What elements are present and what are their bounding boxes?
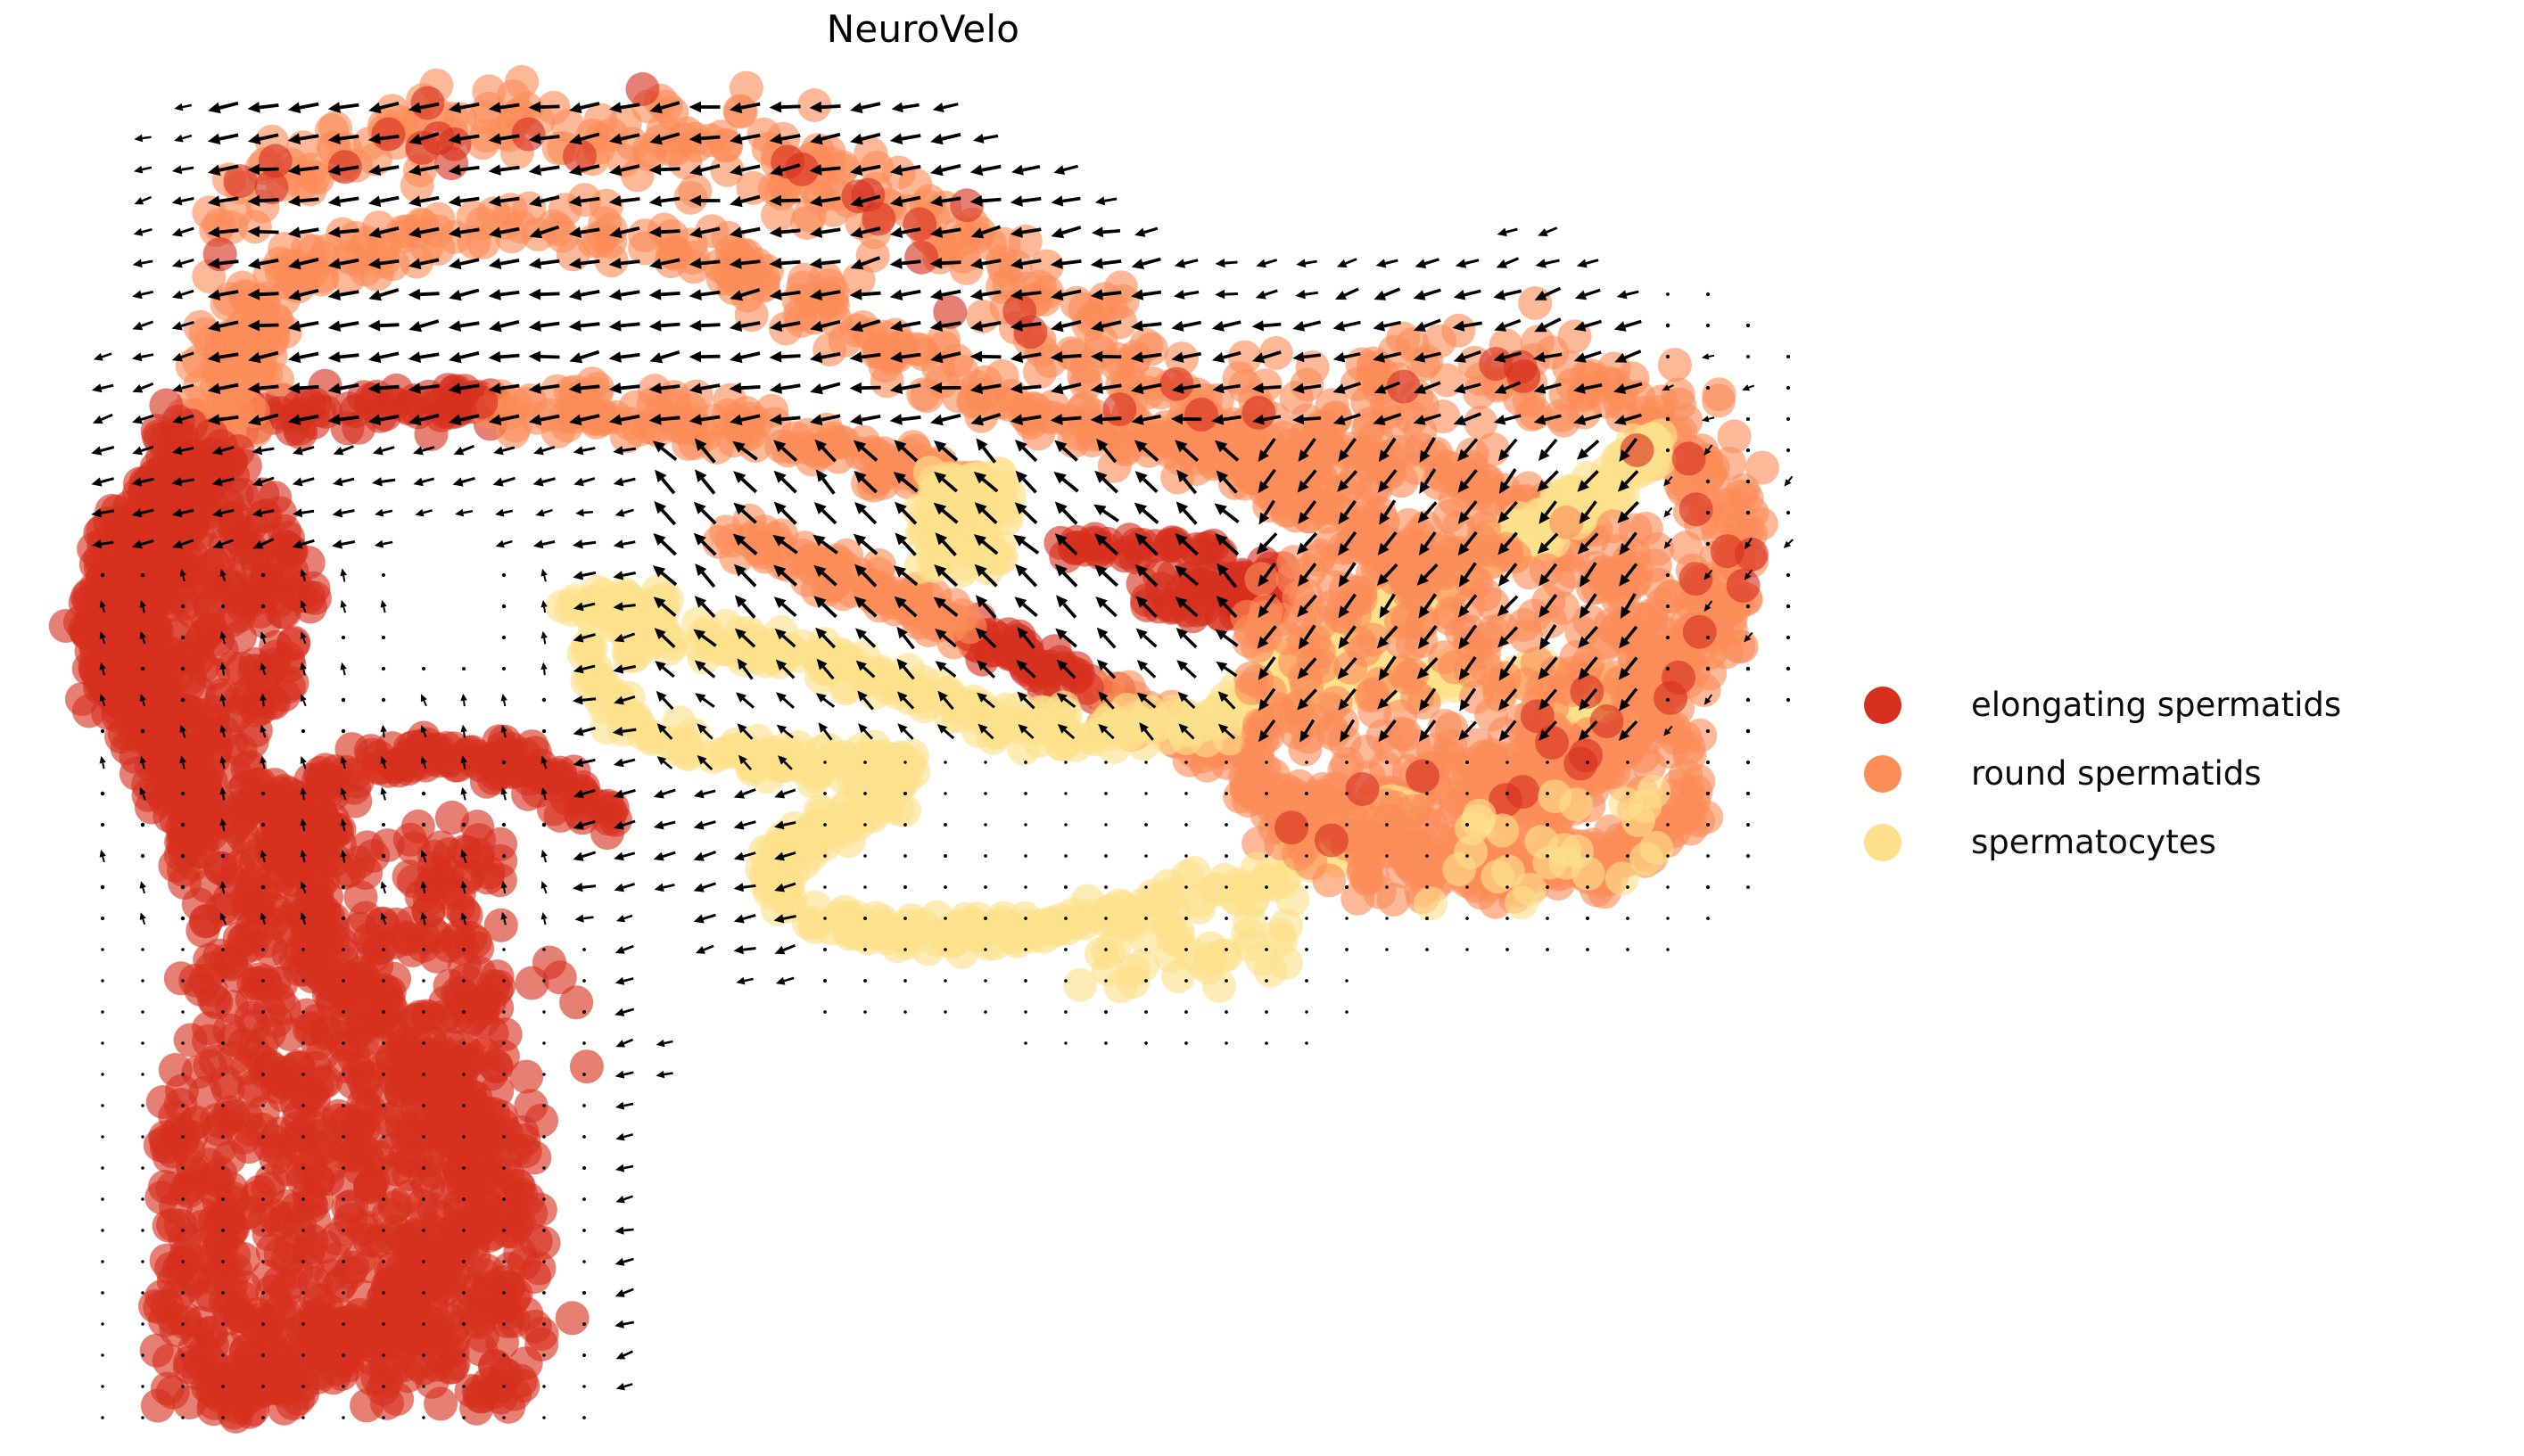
scatter-point: [607, 106, 642, 141]
scatter-point: [1464, 405, 1498, 440]
scatter-point: [710, 152, 745, 187]
scatter-points-layer: [48, 64, 1779, 1434]
page-title: NeuroVelo: [826, 7, 1020, 51]
scatter-point: [1104, 270, 1138, 305]
scatter-point: [285, 167, 319, 201]
scatter-point: [854, 136, 888, 171]
scatter-plot-area: [0, 53, 1846, 1444]
scatter-point: [1745, 450, 1779, 485]
scatter-point: [1726, 473, 1761, 507]
scatter-point: [632, 138, 667, 172]
scatter-point: [1717, 419, 1752, 454]
scatter-point: [736, 170, 771, 205]
scatter-point: [1409, 344, 1444, 378]
scatter-point: [673, 180, 708, 215]
scatter-point: [792, 198, 827, 233]
scatter-point: [1295, 350, 1330, 385]
scatter-point: [746, 117, 781, 152]
scatter-point: [1441, 313, 1476, 348]
